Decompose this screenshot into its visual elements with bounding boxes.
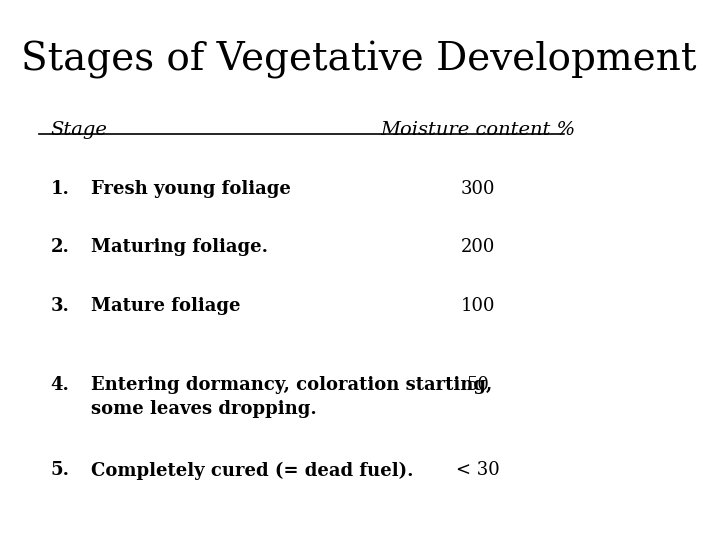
Text: 3.: 3. — [50, 296, 69, 315]
Text: < 30: < 30 — [456, 461, 500, 480]
Text: Moisture content %: Moisture content % — [380, 121, 575, 139]
Text: 2.: 2. — [50, 238, 69, 256]
Text: 300: 300 — [460, 180, 495, 198]
Text: 200: 200 — [461, 238, 495, 256]
Text: 50: 50 — [467, 376, 489, 394]
Text: Stage: Stage — [50, 121, 107, 139]
Text: Mature foliage: Mature foliage — [91, 296, 240, 315]
Text: 100: 100 — [460, 296, 495, 315]
Text: Completely cured (= dead fuel).: Completely cured (= dead fuel). — [91, 461, 413, 480]
Text: 5.: 5. — [50, 461, 69, 480]
Text: 4.: 4. — [50, 376, 69, 394]
Text: Maturing foliage.: Maturing foliage. — [91, 238, 268, 256]
Text: Fresh young foliage: Fresh young foliage — [91, 180, 291, 198]
Text: Entering dormancy, coloration starting,
some leaves dropping.: Entering dormancy, coloration starting, … — [91, 376, 492, 418]
Text: Stages of Vegetative Development: Stages of Vegetative Development — [22, 42, 697, 79]
Text: 1.: 1. — [50, 180, 69, 198]
